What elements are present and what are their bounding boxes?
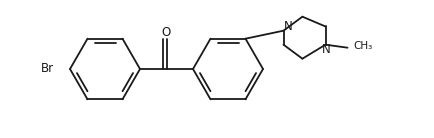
Text: Br: Br [41,63,54,75]
Text: N: N [322,43,331,56]
Text: CH₃: CH₃ [354,41,373,51]
Text: O: O [162,26,171,39]
Text: N: N [284,20,293,33]
